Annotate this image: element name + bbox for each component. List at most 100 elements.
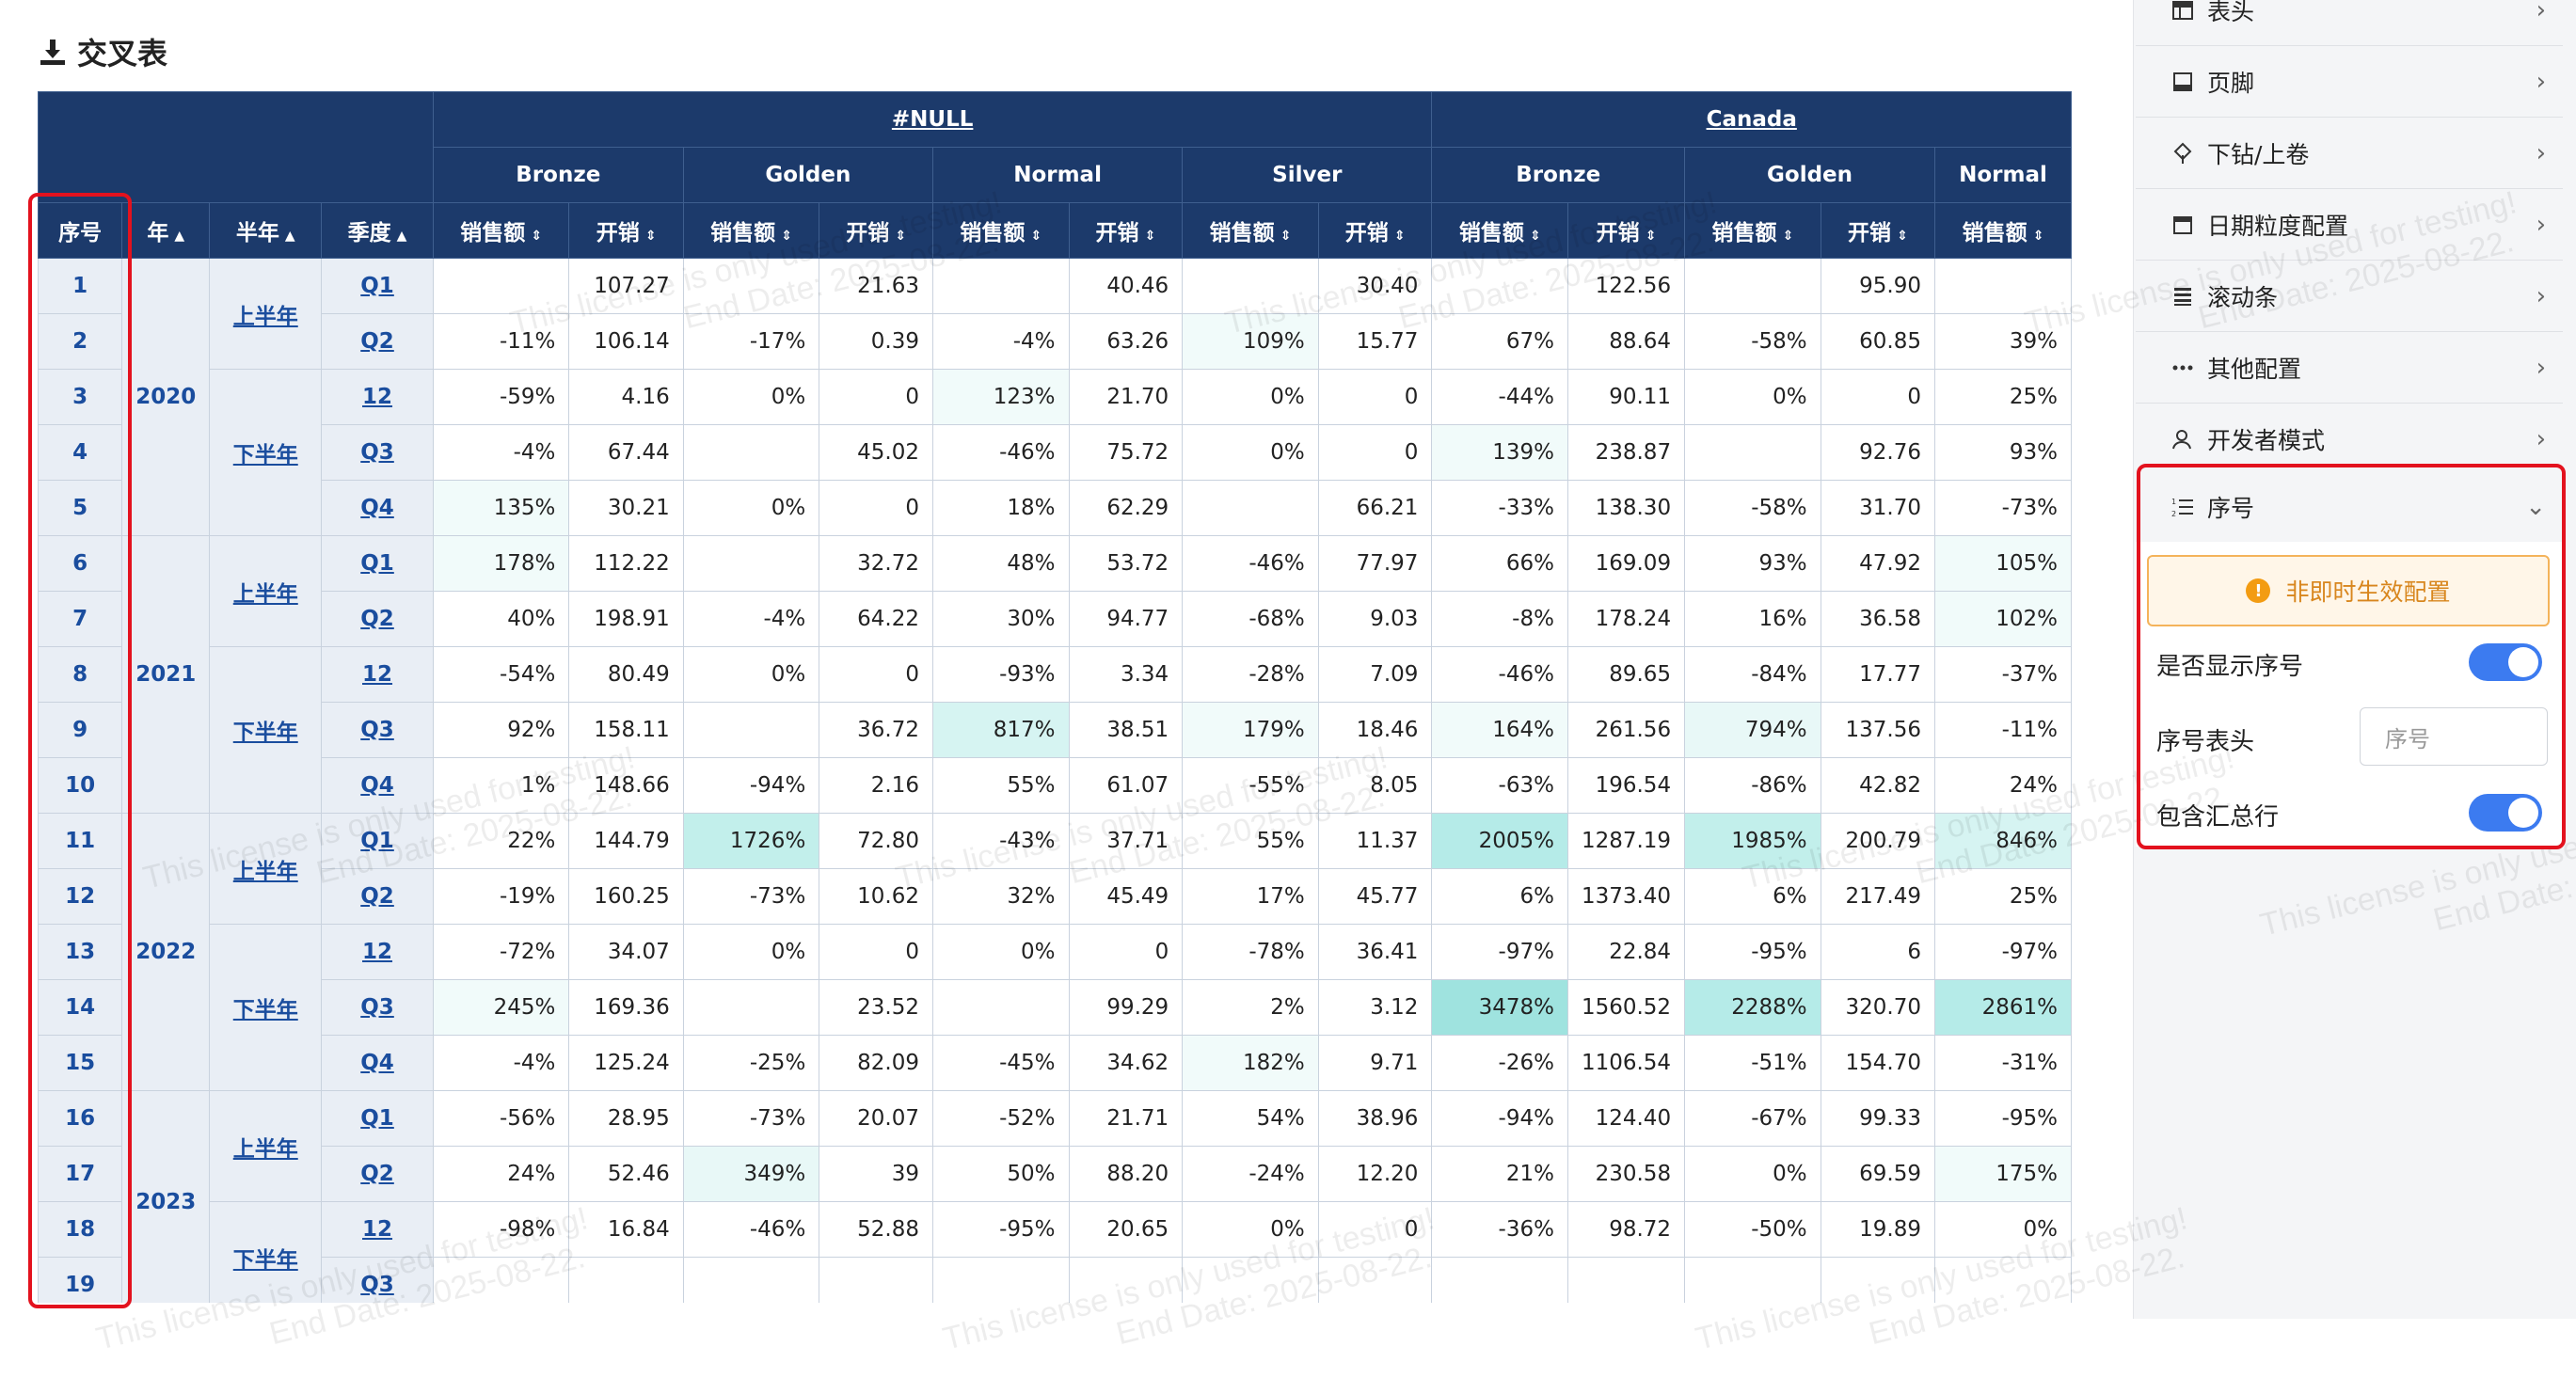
col-header-grade[interactable]: Golden [1684, 147, 1935, 203]
half-cell[interactable]: 上半年 [209, 535, 323, 647]
row-header-half[interactable]: 半年 ▲ [209, 202, 323, 259]
half-cell[interactable]: 上半年 [209, 1090, 323, 1202]
sort-up-icon[interactable]: ▲ [284, 229, 295, 244]
measure-label: 销售额 [460, 221, 526, 246]
sort-icon[interactable]: ⇕ [1030, 229, 1042, 244]
row-header-year[interactable]: 年 ▲ [121, 202, 211, 259]
svg-text:2: 2 [2171, 510, 2176, 518]
half-cell[interactable]: 下半年 [209, 924, 323, 1091]
include-total-toggle[interactable] [2469, 794, 2542, 832]
col-header-measure[interactable]: 销售额 ⇕ [931, 202, 1070, 259]
quarter-cell[interactable]: Q3 [321, 424, 434, 481]
quarter-cell[interactable]: 12 [321, 924, 434, 980]
quarter-cell[interactable]: Q1 [321, 258, 434, 314]
quarter-label: Q3 [360, 440, 394, 465]
col-header-grade[interactable]: Golden [682, 147, 933, 203]
quarter-cell[interactable]: Q4 [321, 480, 434, 536]
row-header-quarter[interactable]: 季度 ▲ [321, 202, 434, 259]
table-row: 10 Q4 1% 148.66 -94% 2.16 55% 61.07 -55% 8.05 -63%… [38, 757, 2072, 814]
table-row: 5 Q4 135% 30.21 0% 0 18% 62.29 66.21 -33% 138.30 -5… [38, 480, 2072, 536]
panel-item[interactable]: 日期粒度配置 › [2136, 190, 2563, 261]
data-cell: 90.11 [1566, 369, 1686, 425]
quarter-cell[interactable]: Q4 [321, 1035, 434, 1091]
data-cell [1182, 258, 1319, 314]
col-header-measure[interactable]: 开销 ⇕ [1317, 202, 1433, 259]
col-header-grade[interactable]: Normal [1934, 147, 2072, 203]
crosstab[interactable]: #NULL Canada Bronze Golden Normal Silver Bronz… [38, 91, 2072, 1303]
data-cell: 105% [1934, 535, 2072, 592]
data-cell [1684, 258, 1821, 314]
col-header-grade[interactable]: Bronze [1431, 147, 1686, 203]
sort-icon[interactable]: ⇕ [2032, 229, 2044, 244]
quarter-cell[interactable]: 12 [321, 646, 434, 703]
quarter-label: Q1 [360, 1106, 394, 1131]
measure-label: 开销 [1596, 221, 1640, 246]
half-cell[interactable]: 下半年 [209, 1201, 323, 1303]
sort-icon[interactable]: ⇕ [1393, 229, 1406, 244]
quarter-cell[interactable]: Q4 [321, 757, 434, 814]
show-index-toggle[interactable] [2469, 643, 2542, 681]
sort-icon[interactable]: ⇕ [1645, 229, 1657, 244]
sort-up-icon[interactable]: ▲ [396, 229, 407, 244]
data-cell: 64.22 [819, 591, 933, 647]
panel-item[interactable]: 滚动条 › [2136, 261, 2563, 332]
quarter-cell[interactable]: Q2 [321, 868, 434, 925]
sort-up-icon[interactable]: ▲ [174, 229, 185, 244]
col-header-measure[interactable]: 开销 ⇕ [819, 202, 933, 259]
quarter-cell[interactable]: Q3 [321, 1257, 434, 1303]
col-header-measure[interactable]: 销售额 ⇕ [1182, 202, 1319, 259]
row-header-index[interactable]: 序号 [38, 202, 123, 259]
quarter-cell[interactable]: Q2 [321, 591, 434, 647]
index-header-input[interactable]: 序号 [2360, 707, 2548, 766]
col-header-grade[interactable]: Normal [931, 147, 1184, 203]
col-header-grade[interactable]: Silver [1182, 147, 1433, 203]
sort-icon[interactable]: ⇕ [531, 229, 542, 244]
half-cell[interactable]: 上半年 [209, 258, 323, 370]
half-cell[interactable]: 下半年 [209, 369, 323, 536]
data-cell: 320.70 [1820, 979, 1936, 1036]
row-header-label: 季度 [347, 221, 391, 246]
sort-icon[interactable]: ⇕ [1144, 229, 1156, 244]
quarter-cell[interactable]: Q2 [321, 313, 434, 370]
col-header-measure[interactable]: 销售额 ⇕ [1431, 202, 1568, 259]
panel-item[interactable]: 下钻/上卷 › [2136, 119, 2563, 189]
sort-icon[interactable]: ⇕ [1782, 229, 1794, 244]
col-header-measure[interactable]: 销售额 ⇕ [682, 202, 820, 259]
sort-icon[interactable]: ⇕ [644, 229, 657, 244]
data-cell: -98% [432, 1201, 570, 1258]
col-header-measure[interactable]: 销售额 ⇕ [1934, 202, 2072, 259]
quarter-cell[interactable]: Q3 [321, 702, 434, 758]
index-cell: 9 [38, 702, 123, 758]
chevron-right-icon: › [2536, 139, 2546, 167]
col-header-measure[interactable]: 开销 ⇕ [1068, 202, 1184, 259]
quarter-cell[interactable]: 12 [321, 1201, 434, 1258]
col-header-measure[interactable]: 开销 ⇕ [568, 202, 684, 259]
col-header-country[interactable]: #NULL [432, 91, 1433, 148]
panel-item[interactable]: 其他配置 › [2136, 333, 2563, 404]
panel-item[interactable]: 页脚 › [2136, 47, 2563, 118]
quarter-cell[interactable]: 12 [321, 369, 434, 425]
user-icon [2170, 426, 2196, 452]
quarter-cell[interactable]: Q1 [321, 1090, 434, 1147]
sort-icon[interactable]: ⇕ [1280, 229, 1292, 244]
quarter-cell[interactable]: Q3 [321, 979, 434, 1036]
half-cell[interactable]: 下半年 [209, 646, 323, 814]
sort-icon[interactable]: ⇕ [1896, 229, 1908, 244]
half-cell[interactable]: 上半年 [209, 813, 323, 925]
col-header-measure[interactable]: 开销 ⇕ [1566, 202, 1686, 259]
panel-item[interactable]: 表头 › [2136, 0, 2563, 46]
quarter-cell[interactable]: Q1 [321, 535, 434, 592]
col-header-grade[interactable]: Bronze [432, 147, 684, 203]
sort-icon[interactable]: ⇕ [781, 229, 792, 244]
sort-icon[interactable]: ⇕ [895, 229, 906, 244]
quarter-cell[interactable]: Q1 [321, 813, 434, 869]
col-header-measure[interactable]: 开销 ⇕ [1820, 202, 1936, 259]
col-header-measure[interactable]: 销售额 ⇕ [432, 202, 570, 259]
col-header-measure[interactable]: 销售额 ⇕ [1684, 202, 1821, 259]
quarter-cell[interactable]: Q2 [321, 1146, 434, 1202]
panel-item[interactable]: 开发者模式 › [2136, 404, 2563, 475]
data-cell: -59% [432, 369, 570, 425]
col-header-country[interactable]: Canada [1431, 91, 2072, 148]
sort-icon[interactable]: ⇕ [1529, 229, 1541, 244]
